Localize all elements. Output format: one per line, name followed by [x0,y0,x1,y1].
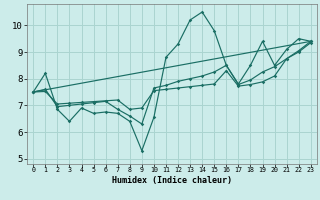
X-axis label: Humidex (Indice chaleur): Humidex (Indice chaleur) [112,176,232,185]
